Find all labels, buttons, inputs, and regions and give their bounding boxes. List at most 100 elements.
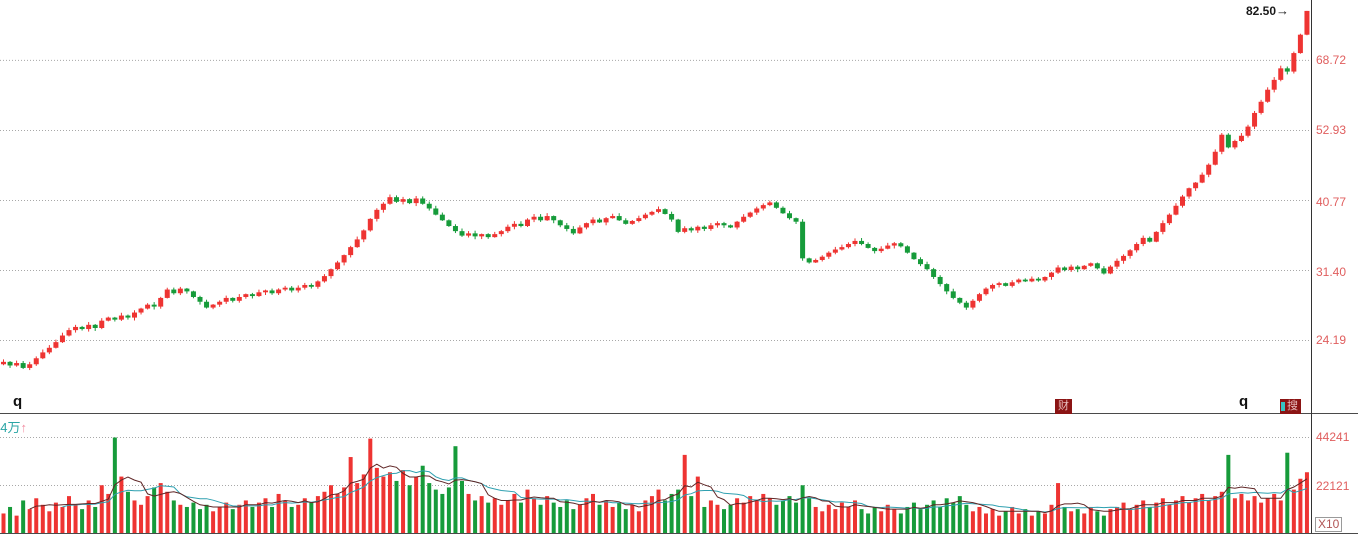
volume-bar <box>1121 502 1126 533</box>
volume-bar <box>525 489 530 533</box>
volume-bar <box>466 493 471 533</box>
volume-bar <box>433 489 438 533</box>
volume-bar <box>846 506 851 533</box>
candle-body <box>27 364 33 368</box>
candle-body <box>531 216 537 220</box>
volume-bar <box>139 504 144 533</box>
volume-bar <box>479 496 484 533</box>
candle-body <box>263 290 268 293</box>
candle-body <box>223 297 229 302</box>
volume-bar <box>1088 506 1093 533</box>
candle-body <box>1304 10 1310 35</box>
candle-body <box>642 214 648 219</box>
volume-bar <box>984 513 988 533</box>
candle-body <box>1245 126 1251 136</box>
candle-body <box>1121 255 1127 261</box>
candle-body <box>852 240 858 245</box>
candle-body <box>564 225 570 229</box>
volume-bar <box>1187 502 1192 533</box>
candle-body <box>33 358 39 365</box>
candle-body <box>1232 140 1238 148</box>
candle-body <box>269 290 275 294</box>
volume-bar <box>643 500 648 533</box>
candle-body <box>1101 268 1107 274</box>
volume-bar <box>1108 509 1113 533</box>
candle-body <box>1094 263 1100 269</box>
volume-bar <box>1193 498 1198 533</box>
candle-body <box>164 289 170 298</box>
candle-body <box>734 221 740 228</box>
watermark-sou-icon: 搜 <box>1280 399 1301 414</box>
candle-body <box>145 304 151 309</box>
volume-bar <box>263 498 268 533</box>
candle-body <box>557 220 563 226</box>
candle-body <box>367 218 373 231</box>
volume-bar <box>361 474 366 533</box>
candle-body <box>518 223 524 227</box>
candle-body <box>466 233 472 236</box>
candle-body <box>819 256 825 260</box>
candle-body <box>597 219 603 223</box>
candle-body <box>859 240 865 245</box>
volume-bar <box>296 504 301 533</box>
volume-bar <box>1285 452 1290 533</box>
candle-body <box>492 234 498 238</box>
volume-bar <box>93 506 98 533</box>
candle-body <box>132 312 137 318</box>
candle-body <box>485 234 491 238</box>
volume-bar <box>1173 500 1178 533</box>
candle-body <box>577 227 583 234</box>
volume-bar <box>807 498 812 533</box>
candle-body <box>190 291 196 297</box>
candle-body <box>1199 174 1205 183</box>
watermark-cai-icon: 财 <box>1055 399 1072 414</box>
candle-body <box>315 281 321 287</box>
candle-body <box>1186 188 1192 197</box>
volume-bar <box>1160 498 1165 533</box>
candle-body <box>341 255 347 263</box>
candle-body <box>839 247 845 250</box>
candle-body <box>420 198 426 204</box>
price-tick-31-40: 31.40 <box>1316 265 1347 279</box>
volume-bar <box>957 496 962 533</box>
volume-bar <box>676 489 681 533</box>
candle-body <box>551 216 557 221</box>
volume-bar <box>1115 506 1119 533</box>
candle-body <box>583 223 589 228</box>
volume-bar <box>243 500 248 533</box>
volume-bar <box>401 470 406 533</box>
volume-bar <box>918 509 923 533</box>
price-tick-40-77: 40.77 <box>1316 195 1347 209</box>
candle-body <box>957 297 963 303</box>
candle-body <box>348 247 354 256</box>
volume-bar <box>636 511 641 533</box>
candle-body <box>1029 278 1035 282</box>
candle-body <box>741 216 747 222</box>
candle-body <box>243 294 249 297</box>
volume-bar <box>270 506 275 533</box>
volume-bar <box>571 509 576 533</box>
candle-body <box>1153 231 1159 242</box>
volume-bar <box>348 457 353 533</box>
candle-body <box>931 269 937 277</box>
volume-bar <box>165 491 170 533</box>
candle-body <box>1265 89 1271 102</box>
cyan-accent <box>1281 402 1285 411</box>
volume-bar <box>518 502 523 533</box>
volume-bar <box>1069 511 1074 533</box>
volume-bar <box>800 485 805 533</box>
candle-body <box>937 276 943 285</box>
candle-body <box>446 220 452 227</box>
candle-body <box>1042 276 1048 281</box>
candle-body <box>400 199 406 202</box>
candle-body <box>1003 283 1009 286</box>
candle-body <box>217 301 223 305</box>
volume-bar <box>427 483 432 533</box>
candle-body <box>669 213 675 220</box>
volume-bar <box>1206 500 1211 533</box>
candle-body <box>918 259 923 265</box>
candle-body <box>1022 279 1028 282</box>
candle-body <box>459 231 465 236</box>
